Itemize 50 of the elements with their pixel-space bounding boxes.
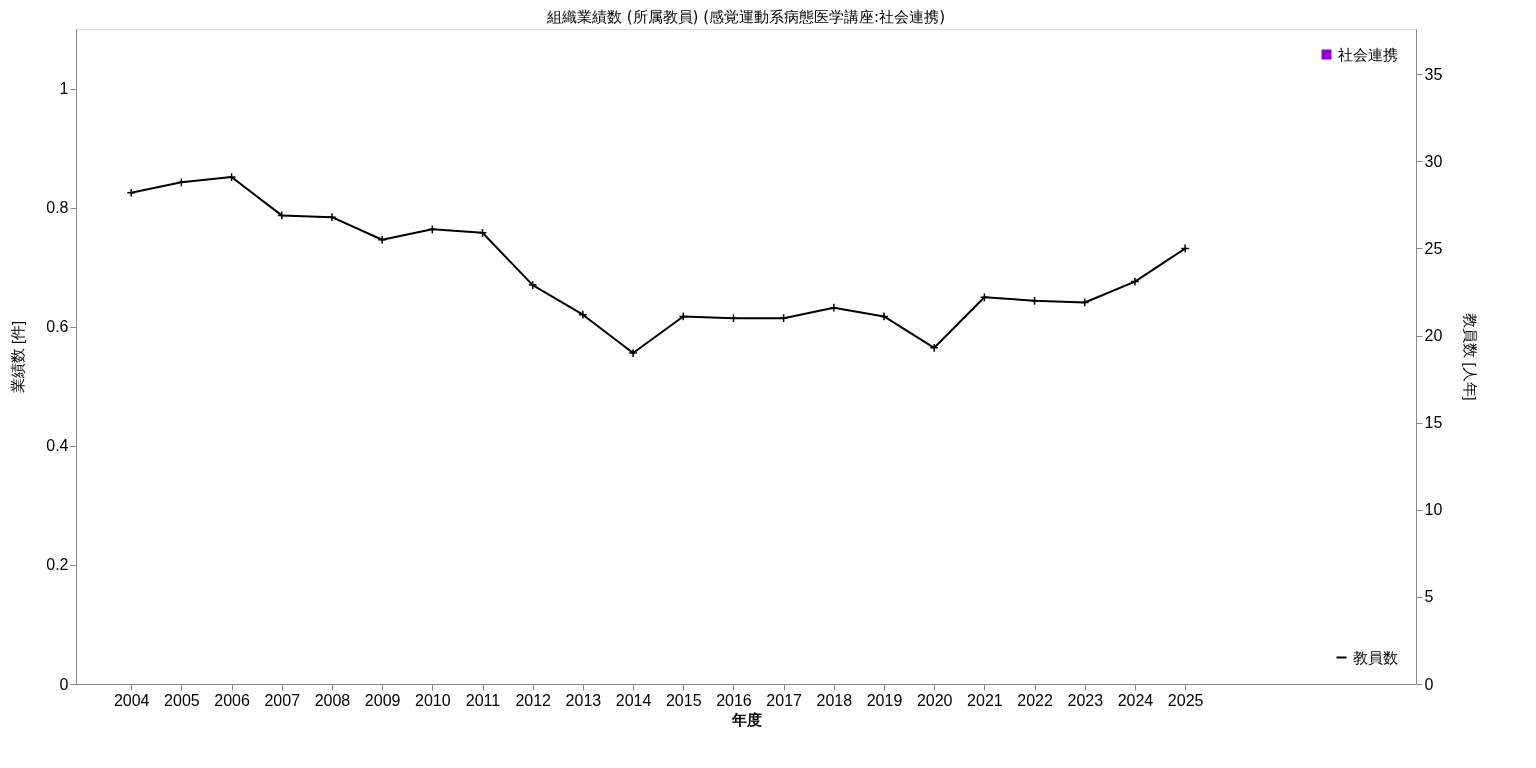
legend-label: 社会連携: [1338, 45, 1398, 63]
y-tick-label: 1: [59, 80, 69, 98]
y-tick-label: 0.8: [46, 199, 69, 217]
x-tick-label: 2016: [716, 691, 752, 709]
x-tick-label: 2017: [766, 691, 803, 709]
y2-tick-label: 10: [1424, 501, 1443, 519]
x-tick-label: 2013: [565, 691, 602, 709]
point: [929, 343, 939, 353]
x-tick-label: 2018: [816, 691, 853, 709]
chart-title: 組織業績数 (所属教員) (感覚運動系病態医学講座:社会連携): [546, 8, 945, 26]
x-axis-title: 年度: [730, 710, 762, 728]
x-tick-label: 2012: [515, 691, 552, 709]
y2-tick-label: 0: [1424, 675, 1434, 693]
x-tick-label: 2006: [214, 691, 250, 709]
x-tick-label: 2019: [866, 691, 903, 709]
legend-label: 教員数: [1353, 648, 1398, 666]
point: [779, 313, 789, 323]
x-tick-label: 2025: [1167, 691, 1204, 709]
x-tick-label: 2022: [1017, 691, 1053, 709]
y2-tick-label: 20: [1424, 327, 1443, 345]
y2-tick-label: 25: [1424, 239, 1443, 257]
y-tick-label: 0.4: [46, 437, 69, 455]
y-axis-title: 業績数 [件]: [9, 320, 27, 394]
x-tick-label: 2004: [113, 691, 150, 709]
y-tick-label: 0.2: [46, 556, 69, 574]
x-tick-label: 2015: [665, 691, 702, 709]
y2-tick-label: 15: [1424, 414, 1443, 432]
point: [377, 235, 387, 245]
x-tick-label: 2020: [916, 691, 953, 709]
y-tick-label: 0: [59, 675, 69, 693]
point: [327, 212, 337, 222]
x-tick-label: 2005: [164, 691, 200, 709]
point: [126, 188, 136, 198]
y2-tick-label: 30: [1424, 152, 1443, 170]
x-tick-label: 2023: [1067, 691, 1104, 709]
y2-tick-label: 5: [1424, 588, 1434, 606]
x-tick-label: 2009: [364, 691, 401, 709]
x-tick-label: 2021: [967, 691, 1003, 709]
y-tick-label: 0.6: [46, 318, 69, 336]
x-tick-label: 2007: [264, 691, 301, 709]
point: [628, 348, 638, 358]
y2-axis-title: 教員数 [人年]: [1462, 313, 1480, 401]
point: [578, 310, 588, 320]
y2-tick-label: 35: [1424, 65, 1443, 83]
x-tick-label: 2011: [465, 691, 501, 709]
x-tick-label: 2024: [1117, 691, 1154, 709]
point: [528, 280, 538, 290]
x-tick-label: 2014: [615, 691, 652, 709]
x-tick-label: 2008: [314, 691, 351, 709]
x-tick-label: 2010: [415, 691, 451, 709]
